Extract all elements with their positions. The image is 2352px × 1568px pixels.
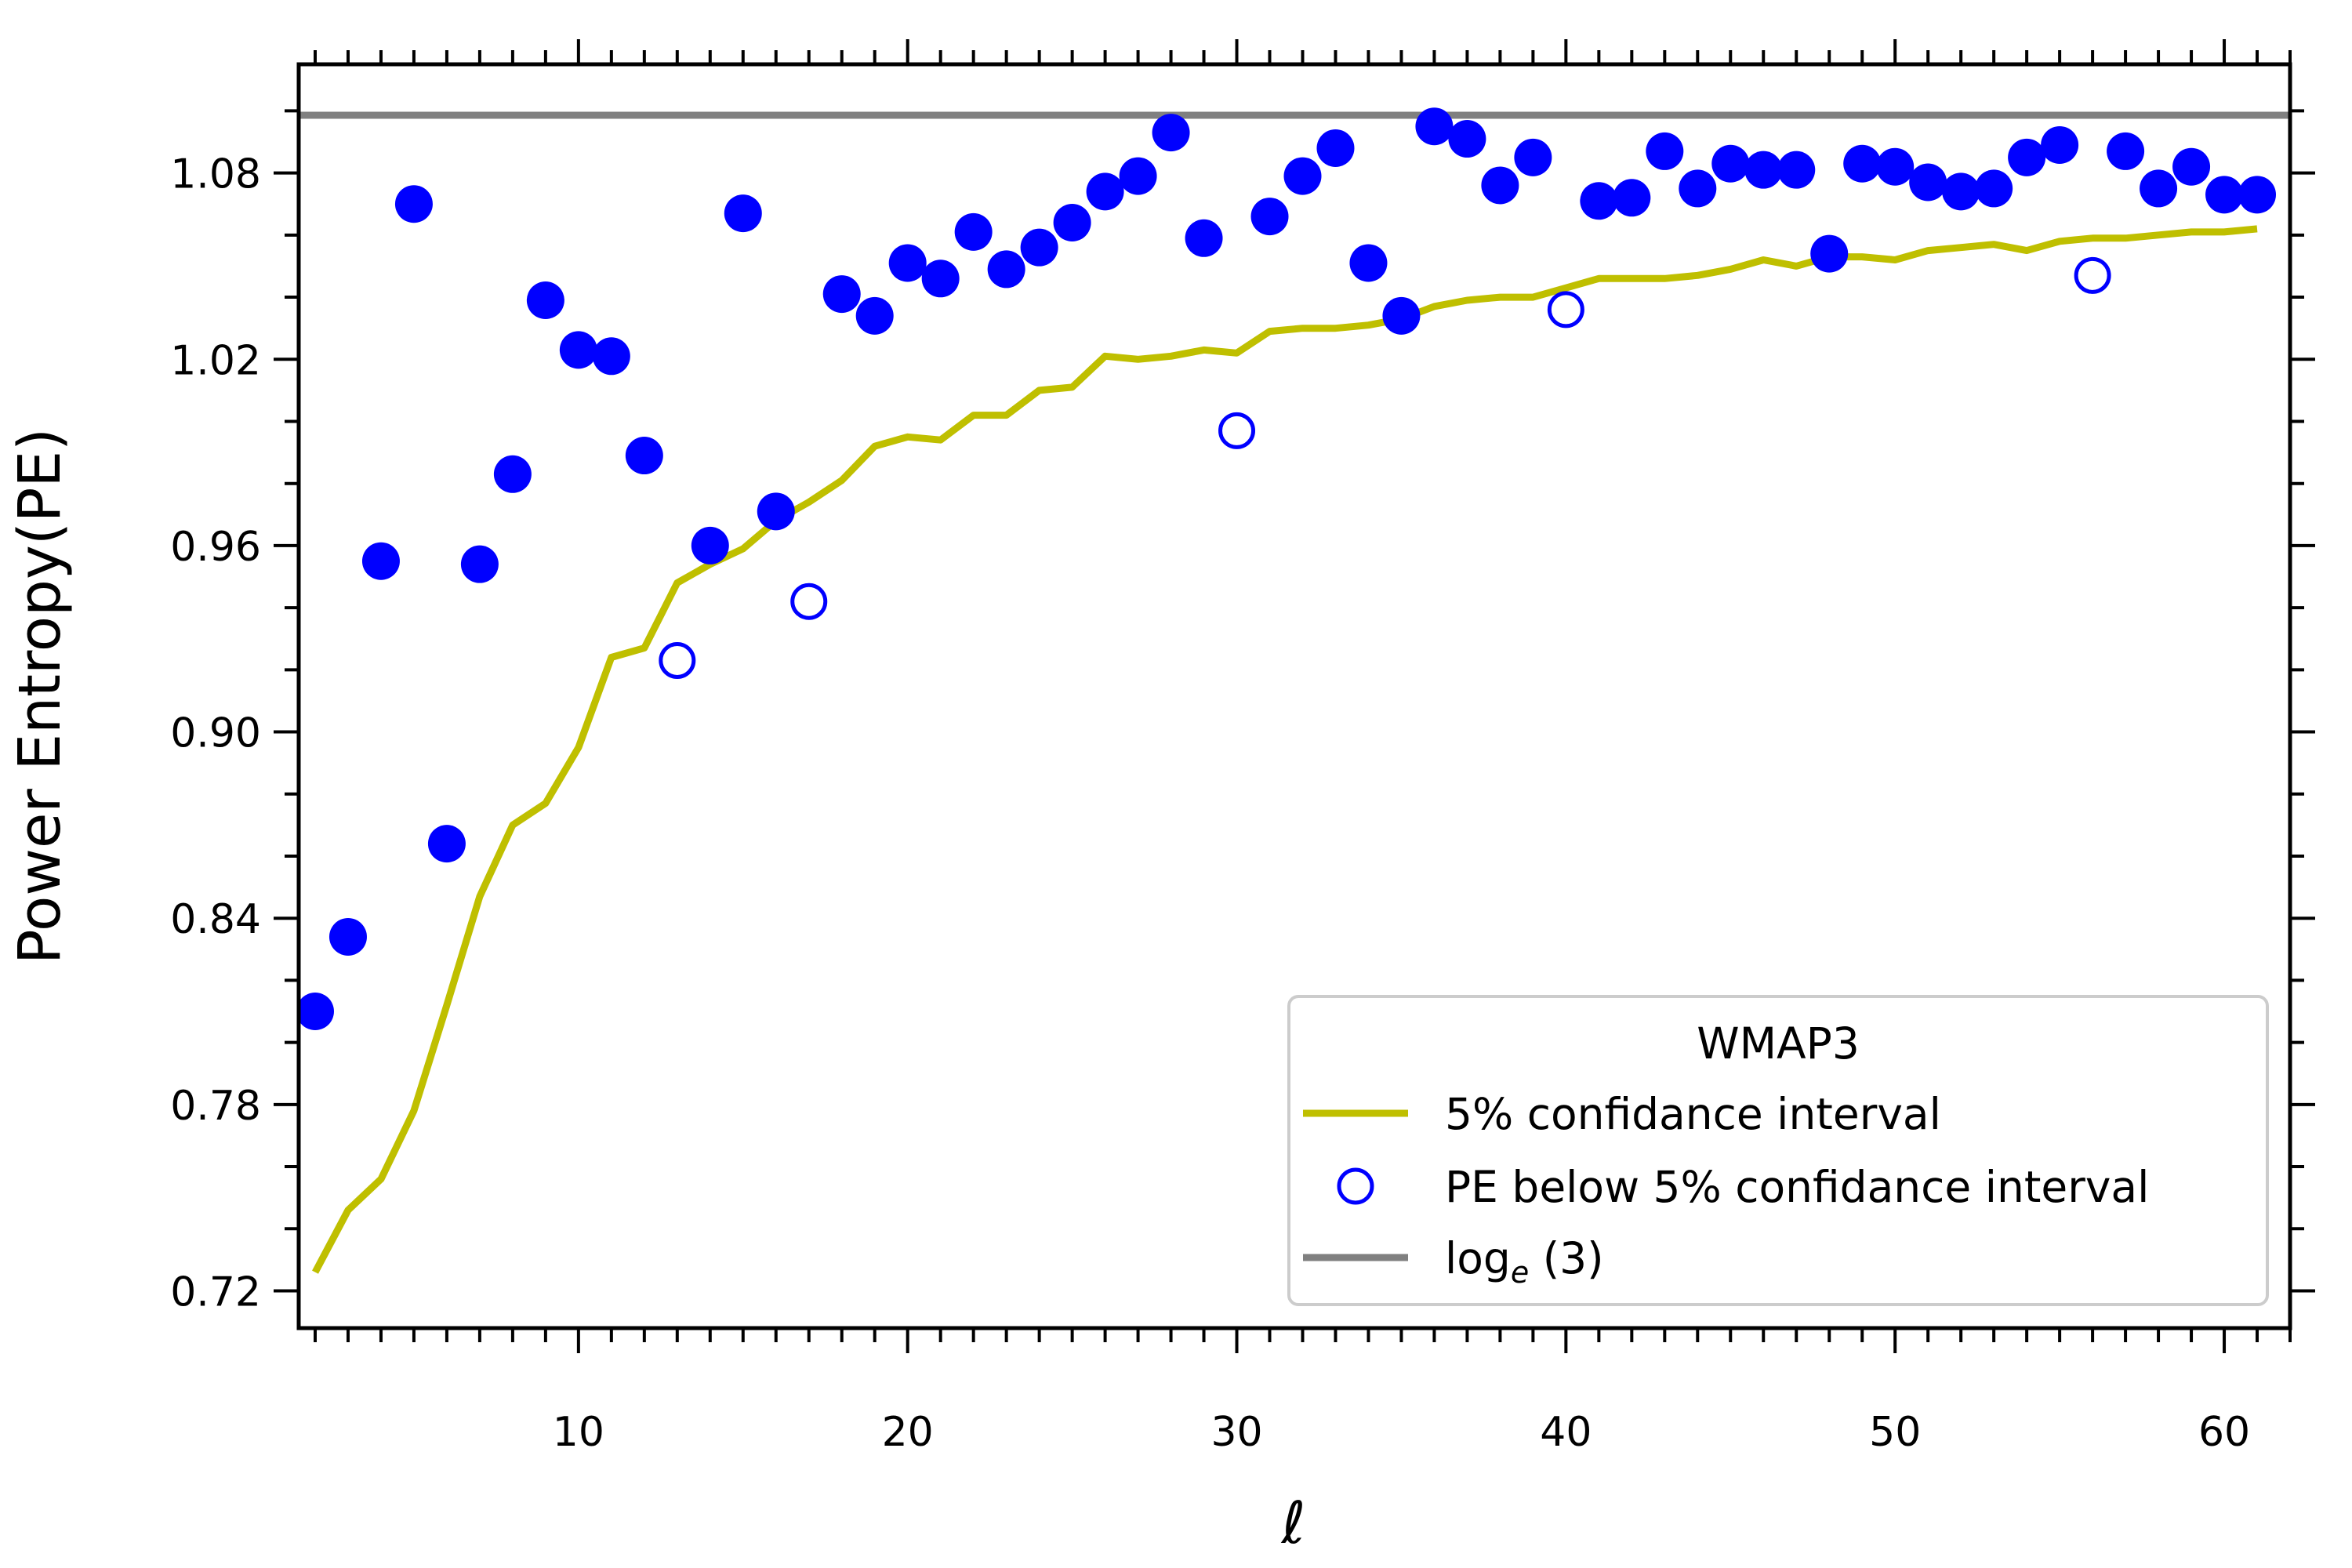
y-tick-label: 0.90	[170, 710, 261, 757]
data-point	[625, 437, 663, 475]
legend-reference-argument: (3)	[1529, 1233, 1603, 1283]
data-point	[2107, 132, 2145, 170]
data-point	[1316, 129, 1355, 167]
data-point	[2041, 125, 2079, 164]
below-interval-point	[2074, 256, 2111, 294]
below-interval-point	[790, 583, 828, 620]
y-tick-label: 0.72	[170, 1269, 261, 1316]
y-tick-label: 0.96	[170, 524, 261, 571]
legend-below-interval-label: PE below 5% confidance interval	[1445, 1162, 2149, 1212]
data-point	[757, 492, 795, 531]
data-point	[1481, 166, 1519, 205]
data-point	[1942, 172, 1980, 211]
data-point	[1086, 172, 1124, 211]
legend: WMAP3 5% confidance interval PE below 5%…	[1287, 995, 2269, 1306]
data-point	[1415, 107, 1454, 146]
legend-reference-subscript: e	[1511, 1255, 1529, 1290]
data-point	[1448, 120, 1486, 158]
data-point	[855, 296, 894, 335]
data-point	[1876, 147, 1915, 186]
data-point	[1613, 179, 1651, 217]
data-point	[1744, 151, 1783, 189]
data-point	[1711, 144, 1750, 183]
data-point	[1580, 182, 1618, 220]
data-point	[427, 825, 466, 863]
data-point	[1514, 138, 1552, 176]
data-point	[394, 185, 433, 223]
legend-reference-label: loge (3)	[1445, 1233, 1604, 1290]
data-point	[1646, 132, 1684, 170]
x-tick-label: 40	[1540, 1409, 1592, 1456]
data-point	[1975, 169, 2013, 208]
data-point	[1283, 157, 1322, 195]
data-point	[328, 917, 367, 956]
data-point	[921, 260, 960, 298]
data-point	[559, 331, 597, 369]
x-axis-title: ℓ	[1280, 1490, 1306, 1557]
y-tick-label: 1.02	[170, 337, 261, 384]
data-point	[2140, 169, 2178, 208]
data-point	[2238, 176, 2277, 214]
below-interval-point	[659, 641, 696, 679]
data-point	[1185, 219, 1223, 257]
confidence-interval-line	[312, 225, 2258, 1274]
data-point	[2008, 138, 2046, 176]
legend-reference-log: log	[1445, 1233, 1511, 1283]
data-point	[493, 455, 532, 493]
y-tick-label: 1.08	[170, 151, 261, 198]
x-tick-label: 50	[1869, 1409, 1921, 1456]
data-point	[1909, 163, 1947, 201]
y-axis-title: Power Entropy(PE)	[6, 428, 74, 964]
data-point	[1250, 198, 1289, 236]
data-point	[1777, 151, 1816, 189]
axis-ticks: 10 20 30 40 50 60 0.72 0.78 0.84 0.90 0.96 1.02 1.08	[170, 39, 2315, 1456]
data-point	[987, 250, 1025, 289]
data-point	[1810, 234, 1849, 273]
x-tick-label: 10	[553, 1409, 604, 1456]
data-point	[1119, 157, 1157, 195]
data-point	[2205, 176, 2244, 214]
data-point	[1152, 114, 1190, 152]
data-point	[1382, 296, 1421, 335]
x-tick-label: 30	[1210, 1409, 1262, 1456]
data-point	[724, 194, 762, 233]
data-point	[2172, 147, 2211, 186]
y-tick-label: 0.78	[170, 1083, 261, 1130]
data-point	[361, 542, 400, 580]
below-interval-point	[1218, 412, 1256, 449]
data-point	[592, 337, 630, 376]
legend-confidence-label: 5% confidance interval	[1445, 1089, 1941, 1139]
data-point	[526, 281, 564, 320]
legend-title: WMAP3	[1697, 1018, 1860, 1069]
data-point	[460, 545, 499, 583]
data-point	[888, 244, 927, 282]
data-point	[1053, 203, 1091, 241]
data-point	[1020, 228, 1058, 267]
axes-frame	[296, 62, 2292, 1330]
data-point	[1679, 169, 1717, 208]
data-point	[1349, 244, 1388, 282]
data-point	[299, 993, 334, 1031]
plot-frame	[296, 62, 2292, 1330]
x-tick-label: 20	[882, 1409, 934, 1456]
plot-area	[299, 107, 2290, 1274]
data-point	[691, 526, 729, 564]
data-point	[1843, 144, 1882, 183]
x-tick-label: 60	[2198, 1409, 2250, 1456]
legend-box	[1287, 995, 2269, 1306]
data-point	[954, 212, 993, 251]
legend-open-circle-swatch	[1337, 1167, 1374, 1205]
below-interval-point	[1547, 291, 1584, 328]
y-tick-label: 0.84	[170, 896, 261, 943]
data-point	[822, 275, 861, 314]
